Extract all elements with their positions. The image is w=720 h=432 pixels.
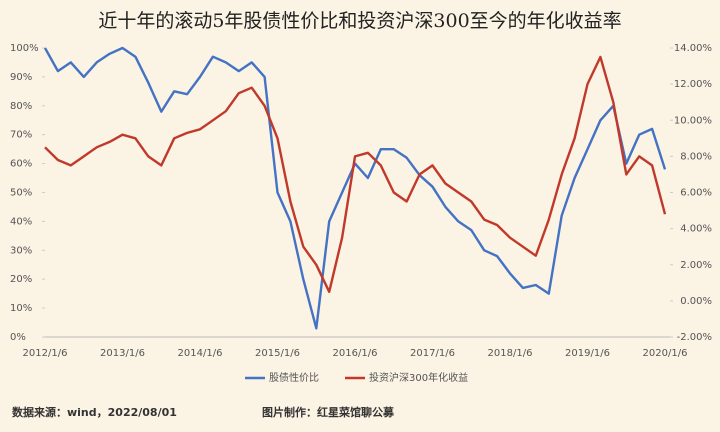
y-tick-label: 50% [10,188,32,199]
y2-tick-label: 8.00% [680,151,712,162]
y2-tick-label: 2.00% [680,260,712,271]
y-tick-label: 80% [10,101,32,112]
y2-tick-label: 4.00% [680,224,712,235]
x-tick-label: 2020/1/6 [643,348,688,359]
x-tick-label: 2016/1/6 [333,348,378,359]
y-tick-label: 10% [10,303,32,314]
y-tick-label: 30% [10,245,32,256]
y2-tick-label: 6.00% [680,188,712,199]
x-tick-label: 2019/1/6 [565,348,610,359]
legend-label: 投资沪深300年化收益 [369,371,468,384]
y2-tick-label: 12.00% [674,79,712,90]
y2-tick-label: 14.00% [674,43,712,54]
series-line [44,55,667,293]
y2-tick-label: 0.00% [680,296,712,307]
y-tick-label: 40% [10,216,32,227]
x-tick-label: 2013/1/6 [100,348,145,359]
y-tick-label: 70% [10,130,32,141]
y-tick-label: 60% [10,159,32,170]
chart-title: 近十年的滚动5年股债性价比和投资沪深300至今的年化收益率 [98,10,621,32]
y-tick-label: 20% [10,274,32,285]
source: 数据来源：wind，2022/08/01 [12,405,177,419]
x-tick-label: 2014/1/6 [178,348,223,359]
y2-tick-label: 10.00% [674,115,712,126]
x-tick-label: 2017/1/6 [410,348,455,359]
credit: 图片制作：红星菜馆聊公募 [262,405,395,419]
y2-tick-label: -2.00% [677,332,712,343]
y-tick-label: 90% [10,72,32,83]
x-tick-label: 2012/1/6 [23,348,68,359]
legend-label: 股债性价比 [269,371,319,384]
y-tick-label: 0% [10,332,26,343]
x-tick-label: 2015/1/6 [255,348,300,359]
y-tick-label: 100% [10,43,39,54]
x-tick-label: 2018/1/6 [488,348,533,359]
